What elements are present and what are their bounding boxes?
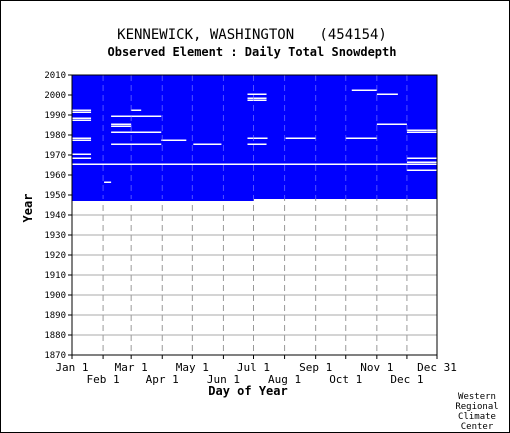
missing-data-segment <box>406 131 437 133</box>
missing-data-segment <box>247 137 268 139</box>
x-tick-label: Dec 31 <box>417 361 457 374</box>
y-tick-label: 1880 <box>44 331 66 341</box>
x-axis-ticks: Jan 1 Mar 1 May 1 Jul 1 Sep 1 Nov 1 Dec 31 Feb … <box>55 355 457 386</box>
y-tick-label: 1960 <box>44 171 66 181</box>
y-tick-label: 1970 <box>44 151 66 161</box>
missing-data-segment <box>345 137 377 139</box>
missing-data-segment <box>111 131 162 133</box>
y-tick-label: 1930 <box>44 231 66 241</box>
y-tick-label: 1890 <box>44 311 66 321</box>
x-tick-label: Jun 1 <box>207 373 240 386</box>
missing-data-segment <box>111 115 162 117</box>
missing-data-segment <box>247 143 267 145</box>
credit-line-2: Regional <box>455 402 498 412</box>
x-tick-label: Mar 1 <box>115 361 148 374</box>
x-tick-label: Aug 1 <box>268 373 301 386</box>
x-tick-label: Jan 1 <box>55 361 88 374</box>
y-tick-label: 2010 <box>44 71 66 81</box>
missing-data-segment <box>72 163 437 165</box>
missing-data-segment <box>376 93 398 95</box>
missing-data-segment <box>247 97 267 99</box>
y-tick-label: 1920 <box>44 251 66 261</box>
y-tick-label: 1940 <box>44 211 66 221</box>
missing-data-segment <box>406 161 437 163</box>
missing-data-segment <box>72 157 92 159</box>
x-tick-label: Sep 1 <box>299 361 332 374</box>
x-tick-label: Apr 1 <box>146 373 179 386</box>
missing-data-segment <box>72 119 92 121</box>
missing-data-segment <box>72 153 92 155</box>
missing-data-segment <box>247 93 267 95</box>
missing-data-segment <box>111 125 132 127</box>
missing-data-segment <box>193 143 222 145</box>
credit-line-4: Center <box>461 422 494 432</box>
missing-data-segment <box>131 109 142 111</box>
snowdepth-record-fill-partial <box>72 199 254 201</box>
y-tick-label: 1870 <box>44 351 66 361</box>
y-tick-label: 1950 <box>44 191 66 201</box>
missing-data-segment <box>406 129 437 131</box>
y-tick-label: 1980 <box>44 131 66 141</box>
x-tick-label: Jul 1 <box>237 361 270 374</box>
chart-title: KENNEWICK, WASHINGTON (454154) <box>117 27 387 43</box>
y-axis-ticks: 1870 1880 1890 1900 1910 1920 1930 1940 1950 1960… <box>44 71 72 361</box>
x-tick-label: Nov 1 <box>360 361 393 374</box>
y-axis-label: Year <box>21 194 35 223</box>
missing-data-segment <box>351 89 377 91</box>
credit-line-3: Climate <box>458 412 496 422</box>
y-tick-label: 1900 <box>44 291 66 301</box>
x-axis-label: Day of Year <box>208 384 287 398</box>
plot-area <box>71 74 438 356</box>
y-tick-label: 1910 <box>44 271 66 281</box>
missing-data-segment <box>161 139 187 141</box>
y-tick-label: 1990 <box>44 111 66 121</box>
missing-data-segment <box>72 137 92 139</box>
missing-data-segment <box>406 157 437 159</box>
x-tick-label: Dec 1 <box>390 373 423 386</box>
missing-data-segment <box>111 143 162 145</box>
missing-data-segment <box>72 139 92 141</box>
missing-data-segment <box>406 169 437 171</box>
missing-data-segment <box>72 109 92 111</box>
missing-data-segment <box>72 117 92 119</box>
credit-block: Western Regional Climate Center <box>455 392 498 432</box>
missing-data-segment <box>247 99 267 101</box>
missing-data-segment <box>376 123 407 125</box>
missing-data-segment <box>104 181 112 183</box>
missing-data-segment <box>111 123 132 125</box>
snowdepth-record-fill <box>72 75 437 199</box>
chart-subtitle: Observed Element : Daily Total Snowdepth <box>108 45 397 59</box>
y-tick-label: 2000 <box>44 91 66 101</box>
missing-data-segment <box>285 137 316 139</box>
x-tick-label: Oct 1 <box>329 373 362 386</box>
x-tick-label: May 1 <box>176 361 209 374</box>
x-tick-label: Feb 1 <box>87 373 120 386</box>
missing-data-segment <box>72 111 92 113</box>
credit-line-1: Western <box>458 392 496 402</box>
